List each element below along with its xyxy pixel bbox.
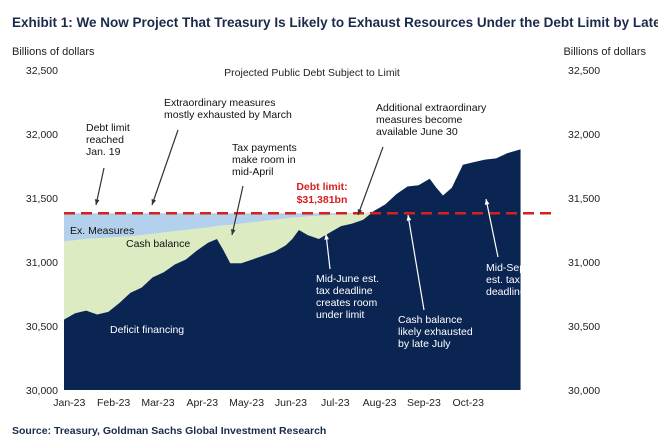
tax-payments-label: Tax payments make room in mid-April: [232, 142, 297, 178]
annotation-arrow: [151, 129, 179, 206]
y-axis-left: 30,000 30,500 31,000 31,500 32,000 32,500: [26, 65, 58, 397]
extraordinary-measures-label: Extraordinary measures mostly exhausted b…: [164, 97, 292, 121]
annotation-arrow: [95, 167, 105, 206]
y-tick-right: 30,000: [568, 385, 600, 397]
annotation-arrow: [485, 198, 499, 258]
chart-subtitle: Projected Public Debt Subject to Limit: [224, 67, 400, 79]
y-tick-right: 32,000: [568, 129, 600, 141]
ex-measures-area: [64, 149, 521, 242]
x-tick-label: May-23: [229, 397, 264, 409]
arrow-head: [230, 229, 236, 235]
y-tick-right: 31,000: [568, 257, 600, 269]
chart-areas: [64, 149, 521, 390]
x-tick-label: Apr-23: [187, 397, 219, 409]
y-tick-right: 31,500: [568, 193, 600, 205]
annotation-arrow: [357, 146, 384, 216]
y-tick-left: 31,500: [26, 193, 58, 205]
y-tick-left: 32,000: [26, 129, 58, 141]
arrow-head: [94, 199, 100, 205]
cash-balance-area: [64, 149, 521, 320]
right-axis-unit: Billions of dollars: [563, 46, 646, 58]
annotation-arrow: [231, 185, 244, 236]
arrow-head: [324, 234, 329, 240]
x-axis: Jan-23 Feb-23 Mar-23 Apr-23 May-23 Jun-23 Jul-…: [53, 397, 484, 409]
x-tick-label: Jul-23: [321, 397, 350, 409]
annotation-arrow: [407, 214, 425, 311]
y-tick-left: 30,500: [26, 321, 58, 333]
x-tick-label: Oct-23: [452, 397, 484, 409]
debt-limit-label: Debt limit:: [296, 181, 347, 193]
x-tick-label: Mar-23: [141, 397, 174, 409]
additional-measures-label: Additional extraordinary measures become a…: [376, 102, 487, 138]
y-tick-left: 31,000: [26, 257, 58, 269]
ex-measures-label: Ex. Measures: [70, 225, 134, 237]
x-tick-label: Feb-23: [97, 397, 130, 409]
cash-balance-label: Cash balance: [126, 238, 190, 250]
chart-title: Exhibit 1: We Now Project That Treasury …: [12, 15, 658, 30]
annotation-arrow: [325, 233, 331, 270]
source-note: Source: Treasury, Goldman Sachs Global I…: [12, 425, 326, 437]
x-tick-label: Jan-23: [53, 397, 85, 409]
debt-limit-value: $31,381bn: [297, 194, 348, 206]
arrow-head: [151, 199, 157, 205]
arrow-head: [484, 199, 490, 205]
x-tick-label: Sep-23: [407, 397, 441, 409]
deficit-financing-area: [64, 149, 521, 390]
deficit-financing-label: Deficit financing: [110, 324, 184, 336]
debt-limit-reached-label: Debt limit reached Jan. 19: [86, 122, 130, 158]
mid-june-label: Mid-June est. tax deadline creates room und…: [316, 273, 379, 321]
left-axis-unit: Billions of dollars: [12, 46, 95, 58]
y-axis-right: 30,000 30,500 31,000 31,500 32,000 32,500: [568, 65, 600, 397]
x-tick-label: Aug-23: [363, 397, 397, 409]
mid-sept-label: Mid-Sept. est. tax deadline: [486, 262, 531, 298]
arrow-head: [357, 209, 363, 215]
arrow-head: [406, 215, 412, 221]
y-tick-left: 32,500: [26, 65, 58, 77]
cash-exhausted-label: Cash balance likely exhausted by late July: [398, 314, 473, 350]
y-tick-right: 30,500: [568, 321, 600, 333]
y-tick-right: 32,500: [568, 65, 600, 77]
y-tick-left: 30,000: [26, 385, 58, 397]
x-tick-label: Jun-23: [275, 397, 307, 409]
